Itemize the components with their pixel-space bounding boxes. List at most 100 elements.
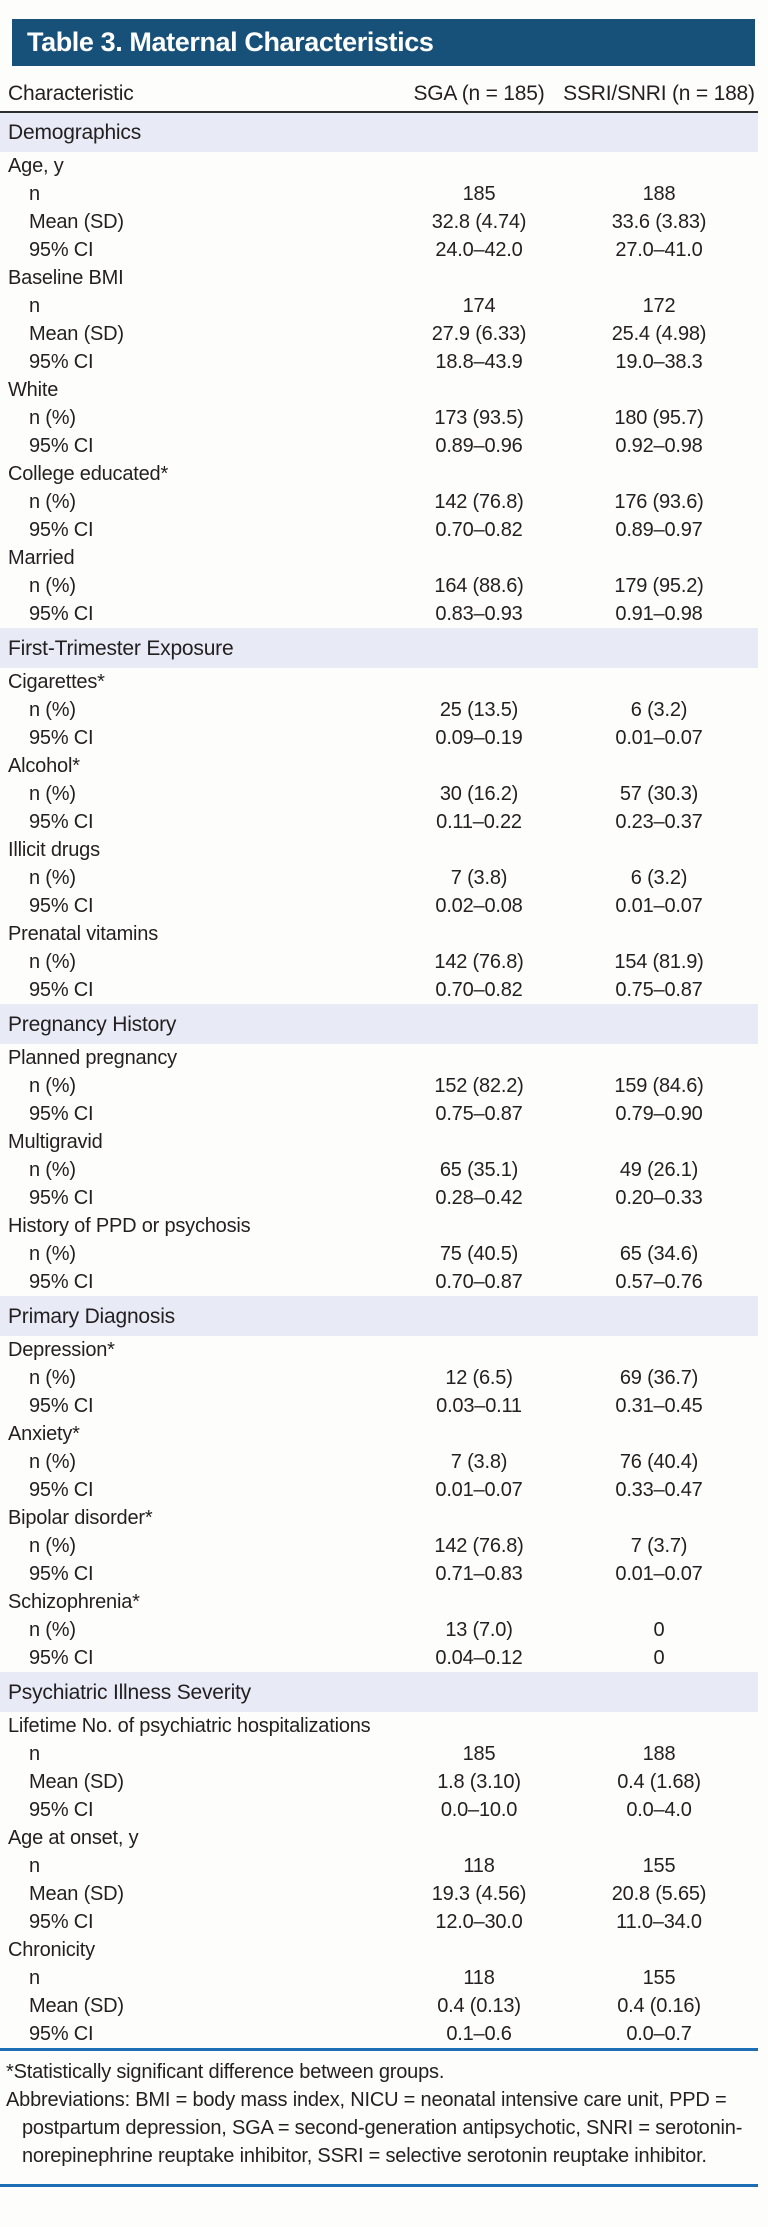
sga-value: 12.0–30.0 xyxy=(435,1911,523,1933)
sga-value: 24.0–42.0 xyxy=(435,239,523,261)
ssri-snri-value: 159 (84.6) xyxy=(614,1075,704,1097)
table-row: Bipolar disorder* xyxy=(0,1504,758,1532)
row-label: 95% CI xyxy=(29,435,94,457)
ssri-snri-value: 0.4 (1.68) xyxy=(617,1771,701,1793)
row-label: 95% CI xyxy=(29,811,94,833)
row-label: 95% CI xyxy=(29,351,94,373)
table-row: n (%) 142 (76.8) 154 (81.9) xyxy=(0,948,758,976)
ssri-snri-value: 0.23–0.37 xyxy=(615,811,703,833)
ssri-snri-value xyxy=(560,1824,758,1852)
ssri-snri-value: 0.89–0.97 xyxy=(615,519,703,541)
row-label: n xyxy=(29,1967,40,1989)
section-label: Primary Diagnosis xyxy=(8,1304,175,1328)
ssri-snri-value: 172 xyxy=(642,295,676,317)
row-label: n (%) xyxy=(29,575,76,597)
table-row: n 185 188 xyxy=(0,180,758,208)
sga-value: 0.75–0.87 xyxy=(435,1103,523,1125)
row-label: 95% CI xyxy=(29,1271,94,1293)
footnotes: *Statistically significant difference be… xyxy=(0,2051,758,2178)
ssri-snri-value xyxy=(560,1044,758,1072)
row-label: Multigravid xyxy=(8,1131,103,1153)
sga-value: 19.3 (4.56) xyxy=(431,1883,527,1905)
table-row: 95% CI 12.0–30.0 11.0–34.0 xyxy=(0,1908,758,1936)
ssri-snri-value: 19.0–38.3 xyxy=(615,351,703,373)
column-header-ssri-snri: SSRI/SNRI (n = 188) xyxy=(560,66,758,113)
ssri-snri-value: 76 (40.4) xyxy=(619,1451,699,1473)
table-row: 95% CI 0.11–0.22 0.23–0.37 xyxy=(0,808,758,836)
row-label: Mean (SD) xyxy=(29,1771,124,1793)
row-label: Baseline BMI xyxy=(8,267,124,289)
table-row: n (%) 152 (82.2) 159 (84.6) xyxy=(0,1072,758,1100)
page-bottom-rule xyxy=(0,2184,758,2187)
row-label: Cigarettes* xyxy=(8,671,105,693)
row-label: 95% CI xyxy=(29,239,94,261)
table-body: Demographics Age, y n 185 188 Mean (SD) 32.8 (… xyxy=(0,112,758,2048)
sga-value: 7 (3.8) xyxy=(450,1451,508,1473)
table-row: Schizophrenia* xyxy=(0,1588,758,1616)
row-label: n xyxy=(29,183,40,205)
sga-value xyxy=(398,1044,560,1072)
row-label: 95% CI xyxy=(29,1799,94,1821)
sga-value xyxy=(398,1420,560,1448)
table-row: n (%) 30 (16.2) 57 (30.3) xyxy=(0,780,758,808)
table-row: College educated* xyxy=(0,460,758,488)
sga-value: 0.70–0.82 xyxy=(435,519,523,541)
row-label: 95% CI xyxy=(29,519,94,541)
table-row: Multigravid xyxy=(0,1128,758,1156)
table-row: 95% CI 0.1–0.6 0.0–0.7 xyxy=(0,2020,758,2048)
sga-value xyxy=(398,1504,560,1532)
row-label: n (%) xyxy=(29,783,76,805)
sga-value: 1.8 (3.10) xyxy=(437,1771,521,1793)
ssri-snri-value xyxy=(560,1936,758,1964)
sga-value: 185 xyxy=(462,1743,496,1765)
table-row: 95% CI 0.83–0.93 0.91–0.98 xyxy=(0,600,758,628)
section-label: Demographics xyxy=(8,121,141,144)
table-row: 95% CI 0.75–0.87 0.79–0.90 xyxy=(0,1100,758,1128)
row-label: n (%) xyxy=(29,699,76,721)
ssri-snri-value xyxy=(560,544,758,572)
table-row: n (%) 65 (35.1) 49 (26.1) xyxy=(0,1156,758,1184)
table-row: 95% CI 0.0–10.0 0.0–4.0 xyxy=(0,1796,758,1824)
sga-value: 118 xyxy=(463,1967,495,1989)
ssri-snri-value: 0.01–0.07 xyxy=(615,1563,703,1585)
sga-value: 0.89–0.96 xyxy=(435,435,523,457)
row-label: n xyxy=(29,295,40,317)
sga-value: 174 xyxy=(462,295,496,317)
ssri-snri-value: 0.79–0.90 xyxy=(615,1103,703,1125)
ssri-snri-value xyxy=(560,264,758,292)
ssri-snri-value: 33.6 (3.83) xyxy=(611,211,707,233)
table-row: 95% CI 0.71–0.83 0.01–0.07 xyxy=(0,1560,758,1588)
table-row: 95% CI 24.0–42.0 27.0–41.0 xyxy=(0,236,758,264)
sga-value xyxy=(398,1128,560,1156)
row-label: Age at onset, y xyxy=(8,1827,139,1849)
sga-value xyxy=(398,264,560,292)
sga-value: 25 (13.5) xyxy=(439,699,519,721)
sga-value: 0.83–0.93 xyxy=(435,603,523,625)
sga-value: 0.71–0.83 xyxy=(435,1563,523,1585)
table-row: 95% CI 0.89–0.96 0.92–0.98 xyxy=(0,432,758,460)
ssri-snri-value: 25.4 (4.98) xyxy=(611,323,707,345)
sga-value: 0.4 (0.13) xyxy=(437,1995,521,2017)
ssri-snri-value xyxy=(560,1336,758,1364)
sga-value xyxy=(398,752,560,780)
ssri-snri-value: 188 xyxy=(642,183,676,205)
ssri-snri-value: 0.57–0.76 xyxy=(615,1271,703,1293)
ssri-snri-value: 7 (3.7) xyxy=(630,1535,688,1557)
sga-value: 173 (93.5) xyxy=(434,407,524,429)
table-row: n (%) 13 (7.0) 0 xyxy=(0,1616,758,1644)
ssri-snri-value: 65 (34.6) xyxy=(619,1243,699,1265)
row-label: n (%) xyxy=(29,491,76,513)
ssri-snri-value xyxy=(560,668,758,696)
ssri-snri-value: 0.91–0.98 xyxy=(615,603,703,625)
sga-value: 0.1–0.6 xyxy=(446,2023,512,2045)
row-label: n (%) xyxy=(29,407,76,429)
table-bottom-rule xyxy=(0,2048,758,2051)
table-row: n (%) 164 (88.6) 179 (95.2) xyxy=(0,572,758,600)
table-row: n (%) 142 (76.8) 7 (3.7) xyxy=(0,1532,758,1560)
ssri-snri-value xyxy=(560,1128,758,1156)
ssri-snri-value: 0.01–0.07 xyxy=(615,727,703,749)
table-row: 95% CI 18.8–43.9 19.0–38.3 xyxy=(0,348,758,376)
sga-value xyxy=(398,460,560,488)
